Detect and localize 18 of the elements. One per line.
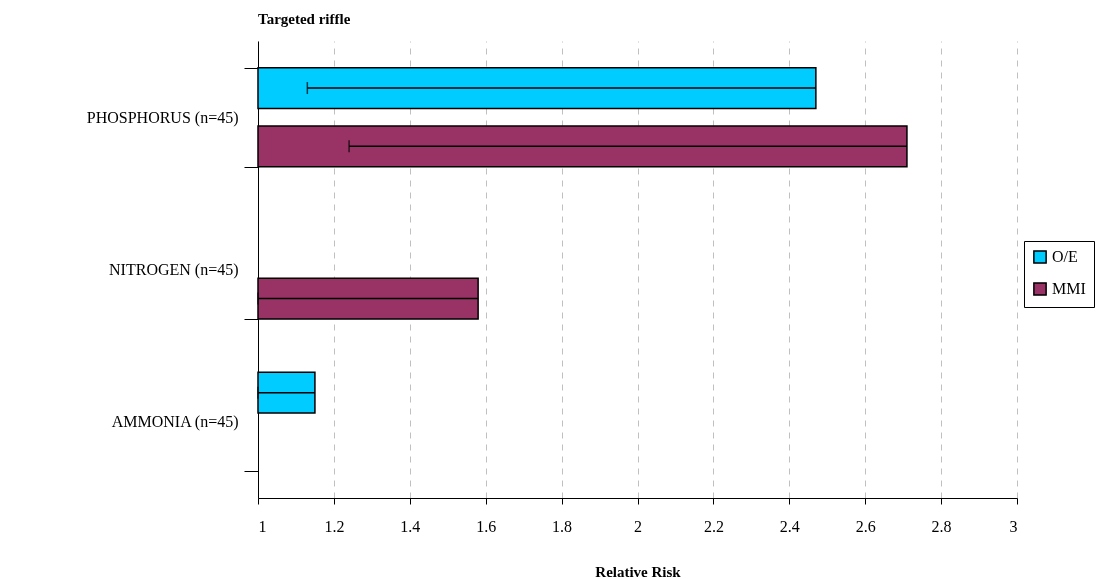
x-tick-label: 1.4 [400, 517, 421, 535]
x-tick-label: 1.2 [324, 517, 345, 535]
x-tick-label: 2.4 [779, 517, 800, 535]
chart-title: Targeted riffle [258, 11, 351, 27]
x-tick-label: 1 [258, 517, 267, 535]
x-axis-title: Relative Risk [595, 563, 682, 579]
x-tick-label: 2.6 [855, 517, 876, 535]
x-tick-label: 2.8 [931, 517, 952, 535]
y-tick-label: NITROGEN (n=45) [109, 261, 239, 279]
legend-label: MMI [1052, 280, 1086, 297]
x-tick-label: 2 [634, 517, 642, 535]
legend-label: O/E [1052, 248, 1078, 265]
x-tick-label: 1.8 [552, 517, 573, 535]
y-tick-label: PHOSPHORUS (n=45) [86, 108, 239, 127]
y-tick-label: AMMONIA (n=45) [111, 413, 239, 432]
x-tick-label: 3 [1009, 517, 1018, 535]
x-tick-label: 2.2 [703, 517, 724, 535]
x-tick-label: 1.6 [476, 517, 497, 535]
